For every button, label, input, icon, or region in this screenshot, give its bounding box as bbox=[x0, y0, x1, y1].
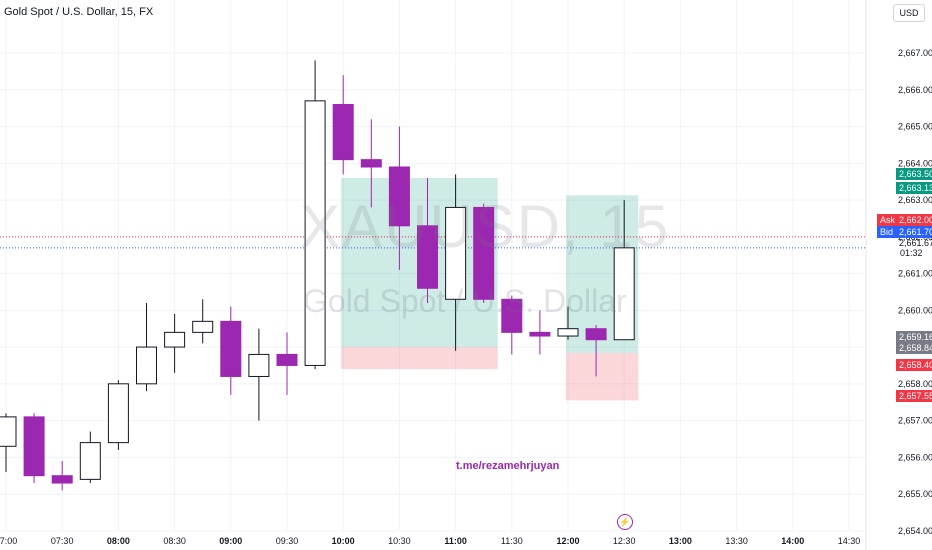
candle[interactable] bbox=[51, 460, 73, 491]
candle-body bbox=[79, 442, 101, 480]
candle[interactable] bbox=[0, 413, 17, 473]
price-tick-label: 2,667.00 bbox=[898, 48, 932, 58]
candle-body bbox=[107, 383, 129, 444]
candle-body bbox=[417, 225, 438, 289]
candle[interactable] bbox=[557, 306, 579, 340]
last-price-tag: 2,661.67 bbox=[899, 238, 932, 248]
candle[interactable] bbox=[360, 119, 382, 208]
channel-text: t.me/rezamehrjuyan bbox=[456, 460, 560, 472]
candle-body bbox=[585, 328, 607, 341]
ask-price-tag: 2,662.00 bbox=[896, 214, 932, 226]
target-price-tag: 2,663.50 bbox=[896, 168, 932, 180]
entry-price-tag-2: 2,658.84 bbox=[896, 342, 932, 354]
time-tick-label: 07:00 bbox=[0, 536, 17, 546]
time-tick-label: 09:30 bbox=[276, 536, 299, 546]
price-tick-label: 2,657.00 bbox=[898, 416, 932, 426]
lightning-icon[interactable]: ⚡ bbox=[617, 514, 633, 530]
stop-zone[interactable] bbox=[341, 347, 498, 370]
stop-zone[interactable] bbox=[566, 352, 639, 401]
candle-body bbox=[613, 247, 635, 341]
price-tick-label: 2,655.00 bbox=[898, 489, 932, 499]
candle[interactable] bbox=[332, 75, 354, 175]
time-tick-label: 14:30 bbox=[838, 536, 861, 546]
candle-body bbox=[501, 298, 523, 333]
price-tick-label: 2,654.00 bbox=[898, 526, 932, 536]
time-tick-label: 09:00 bbox=[219, 536, 242, 546]
candle-body bbox=[445, 206, 467, 300]
candle[interactable] bbox=[276, 332, 298, 395]
candle[interactable] bbox=[164, 313, 186, 373]
candle[interactable] bbox=[136, 302, 157, 392]
candle-body bbox=[192, 320, 214, 333]
candle-body bbox=[51, 475, 73, 484]
currency-button[interactable]: USD bbox=[893, 4, 925, 22]
candle[interactable] bbox=[248, 328, 270, 421]
candle[interactable] bbox=[107, 380, 129, 450]
candle-body bbox=[248, 353, 270, 377]
candle[interactable] bbox=[79, 431, 101, 484]
price-tick-label: 2,663.00 bbox=[898, 195, 932, 205]
candle[interactable] bbox=[23, 413, 45, 484]
candle-body bbox=[164, 331, 186, 348]
candle[interactable] bbox=[192, 299, 214, 344]
target-price-tag-2: 2,663.13 bbox=[896, 182, 932, 194]
candle[interactable] bbox=[473, 203, 495, 303]
symbol-watermark: XAUUSD, 15 bbox=[300, 193, 671, 260]
time-tick-label: 14:00 bbox=[781, 536, 804, 546]
bid-price-tag: 2,661.70 bbox=[896, 226, 932, 238]
candle-body bbox=[332, 104, 354, 161]
candle[interactable] bbox=[613, 200, 635, 341]
position-tools[interactable] bbox=[341, 178, 639, 401]
time-tick-label: 07:30 bbox=[51, 536, 74, 546]
candle[interactable] bbox=[220, 306, 242, 395]
price-axis[interactable]: 2,654.00 2,655.00 2,656.00 2,657.00 2,658.00… bbox=[898, 48, 932, 536]
chart-title: Gold Spot / U.S. Dollar, 15, FX bbox=[4, 6, 154, 18]
price-tick-label: 2,656.00 bbox=[898, 452, 932, 462]
bid-label: Bid bbox=[877, 226, 897, 238]
candle[interactable] bbox=[417, 178, 438, 303]
price-tick-label: 2,658.00 bbox=[898, 379, 932, 389]
entry-price-tag: 2,659.16 bbox=[896, 331, 932, 343]
candles[interactable] bbox=[0, 60, 635, 491]
candle-body bbox=[360, 159, 382, 168]
candle[interactable] bbox=[501, 295, 523, 355]
candle[interactable] bbox=[585, 325, 607, 377]
candle-body bbox=[473, 206, 495, 300]
candle-body bbox=[529, 331, 551, 337]
bar-countdown: 01:32 bbox=[900, 248, 923, 258]
price-tick-label: 2,666.00 bbox=[898, 85, 932, 95]
candle[interactable] bbox=[304, 60, 326, 370]
candle-body bbox=[276, 353, 298, 366]
candle[interactable] bbox=[388, 126, 410, 270]
time-tick-label: 10:30 bbox=[388, 536, 411, 546]
candle-body bbox=[388, 166, 410, 227]
price-tick-label: 2,665.00 bbox=[898, 122, 932, 132]
candle[interactable] bbox=[529, 310, 551, 355]
price-tick-label: 2,661.00 bbox=[898, 269, 932, 279]
candle-body bbox=[0, 416, 17, 447]
candle-body bbox=[23, 416, 45, 477]
time-tick-label: 11:30 bbox=[501, 536, 523, 546]
time-tick-label: 12:00 bbox=[556, 536, 579, 546]
candle[interactable] bbox=[445, 174, 467, 351]
ask-label: Ask bbox=[877, 214, 899, 226]
candle-body bbox=[220, 320, 242, 377]
candle-body bbox=[557, 328, 579, 337]
price-tick-label: 2,664.00 bbox=[898, 158, 932, 168]
stop-price-tag-2: 2,657.55 bbox=[896, 390, 932, 402]
time-tick-label: 10:00 bbox=[332, 536, 355, 546]
candle-body bbox=[136, 346, 157, 385]
time-tick-label: 11:00 bbox=[444, 536, 467, 546]
time-tick-label: 13:30 bbox=[725, 536, 748, 546]
time-tick-label: 08:30 bbox=[163, 536, 186, 546]
name-watermark: Gold Spot / U.S. Dollar bbox=[303, 283, 627, 319]
time-axis[interactable]: 07:00 07:30 08:00 08:30 09:00 09:30 10:00 10:30… bbox=[0, 536, 860, 546]
time-tick-label: 08:00 bbox=[107, 536, 130, 546]
candle-body bbox=[304, 100, 326, 366]
time-tick-label: 13:00 bbox=[669, 536, 692, 546]
price-tick-label: 2,660.00 bbox=[898, 305, 932, 315]
stop-price-tag: 2,658.40 bbox=[896, 359, 932, 371]
time-tick-label: 12:30 bbox=[613, 536, 636, 546]
